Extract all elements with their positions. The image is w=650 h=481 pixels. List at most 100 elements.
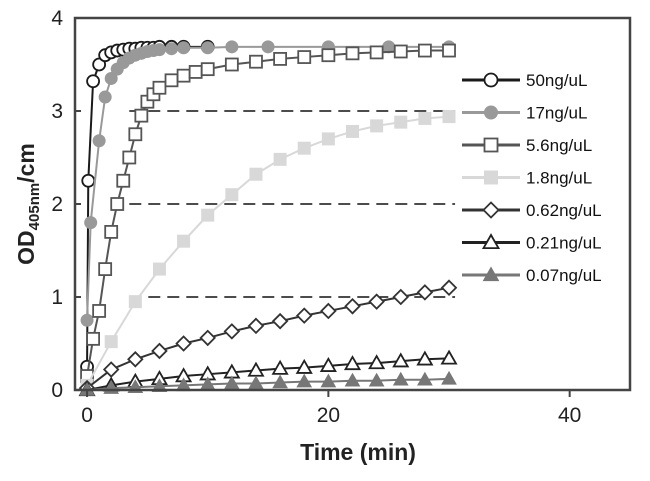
x-tick-label: 40 (558, 404, 581, 427)
data-point (152, 80, 167, 95)
data-point (98, 262, 113, 277)
legend-item: 0.07ng/uL (462, 266, 602, 285)
data-point (128, 295, 142, 309)
data-point (199, 329, 216, 347)
legend-label: 17ng/uL (526, 104, 587, 123)
data-point (152, 262, 166, 276)
data-point (248, 375, 264, 390)
data-point (134, 108, 149, 123)
series-line (86, 286, 450, 389)
data-point (442, 110, 456, 124)
y-axis-title-sub: 405nm (26, 183, 43, 231)
y-tick-label: 3 (51, 100, 63, 123)
data-point (392, 288, 410, 306)
data-point (319, 357, 337, 372)
data-point (249, 167, 263, 181)
data-point (368, 293, 385, 310)
x-axis-title: Time (min) (300, 439, 416, 465)
legend-marker (483, 72, 499, 88)
data-point (271, 312, 289, 330)
data-point (104, 335, 118, 349)
data-point (271, 359, 289, 375)
legend-item: 0.62ng/uL (462, 201, 602, 220)
data-point (81, 173, 96, 188)
legend: 50ng/uL 17ng/uL 5.6ng/uL 1.8ng/uL 0.62ng/uL 0… (462, 71, 602, 285)
data-point (201, 41, 215, 55)
legend-label: 0.21ng/uL (526, 234, 602, 253)
legend-label: 50ng/uL (526, 71, 587, 90)
data-point (418, 111, 432, 125)
data-point (247, 317, 265, 335)
y-axis-title: OD405nm/cm (13, 143, 43, 265)
y-axis-title-main: OD (13, 230, 39, 265)
legend-marker (481, 233, 501, 250)
data-point (321, 132, 335, 146)
data-point (320, 302, 337, 320)
data-point (200, 62, 215, 77)
series-layer (78, 39, 458, 397)
data-point (370, 119, 384, 133)
data-point (164, 73, 179, 88)
legend-marker (484, 170, 498, 185)
data-point (346, 124, 359, 138)
data-point (225, 40, 239, 54)
data-point (80, 313, 94, 327)
data-point (416, 284, 434, 301)
data-point (151, 378, 168, 393)
legend-marker (483, 137, 499, 153)
legend-marker (482, 201, 500, 219)
legend-label: 0.62ng/uL (526, 201, 602, 220)
legend-item: 1.8ng/uL (462, 169, 592, 188)
data-point (295, 307, 313, 324)
data-point (295, 358, 313, 374)
data-point (442, 43, 456, 58)
data-point (151, 342, 168, 360)
series-line (86, 115, 450, 386)
data-point (188, 65, 203, 79)
data-point (345, 46, 360, 61)
data-point (416, 350, 434, 366)
data-point (110, 197, 125, 211)
legend-item: 5.6ng/uL (462, 136, 592, 155)
legend-item: 50ng/uL (462, 71, 587, 90)
data-point (225, 188, 239, 202)
data-point (440, 279, 458, 296)
data-point (86, 74, 100, 89)
series-2 (80, 43, 456, 383)
data-point (440, 349, 458, 365)
legend-marker (482, 266, 500, 282)
data-point (392, 352, 410, 368)
series-line (86, 357, 450, 391)
legend-label: 0.07ng/uL (526, 266, 602, 285)
data-point (116, 173, 131, 188)
legend-label: 1.8ng/uL (526, 169, 592, 188)
data-point (344, 298, 361, 315)
legend-item: 17ng/uL (462, 104, 587, 123)
data-point (104, 71, 118, 85)
data-point (273, 152, 287, 166)
data-point (417, 43, 432, 58)
data-point (224, 57, 239, 72)
data-point (176, 68, 191, 83)
data-point (104, 224, 119, 239)
data-point (343, 355, 362, 371)
series-5 (78, 349, 458, 397)
data-point (223, 375, 240, 390)
data-point (368, 354, 386, 370)
data-point (393, 44, 408, 59)
data-point (127, 351, 144, 368)
y-tick-label: 0 (51, 379, 63, 402)
data-point (177, 234, 191, 248)
data-point (223, 323, 241, 340)
x-tick-label: 20 (317, 404, 340, 427)
data-point (92, 134, 106, 148)
data-point (175, 335, 192, 352)
data-point (369, 45, 384, 60)
data-point (177, 41, 191, 55)
data-point (344, 372, 361, 387)
data-point (441, 370, 457, 385)
data-point (321, 48, 336, 63)
data-point (392, 371, 409, 386)
